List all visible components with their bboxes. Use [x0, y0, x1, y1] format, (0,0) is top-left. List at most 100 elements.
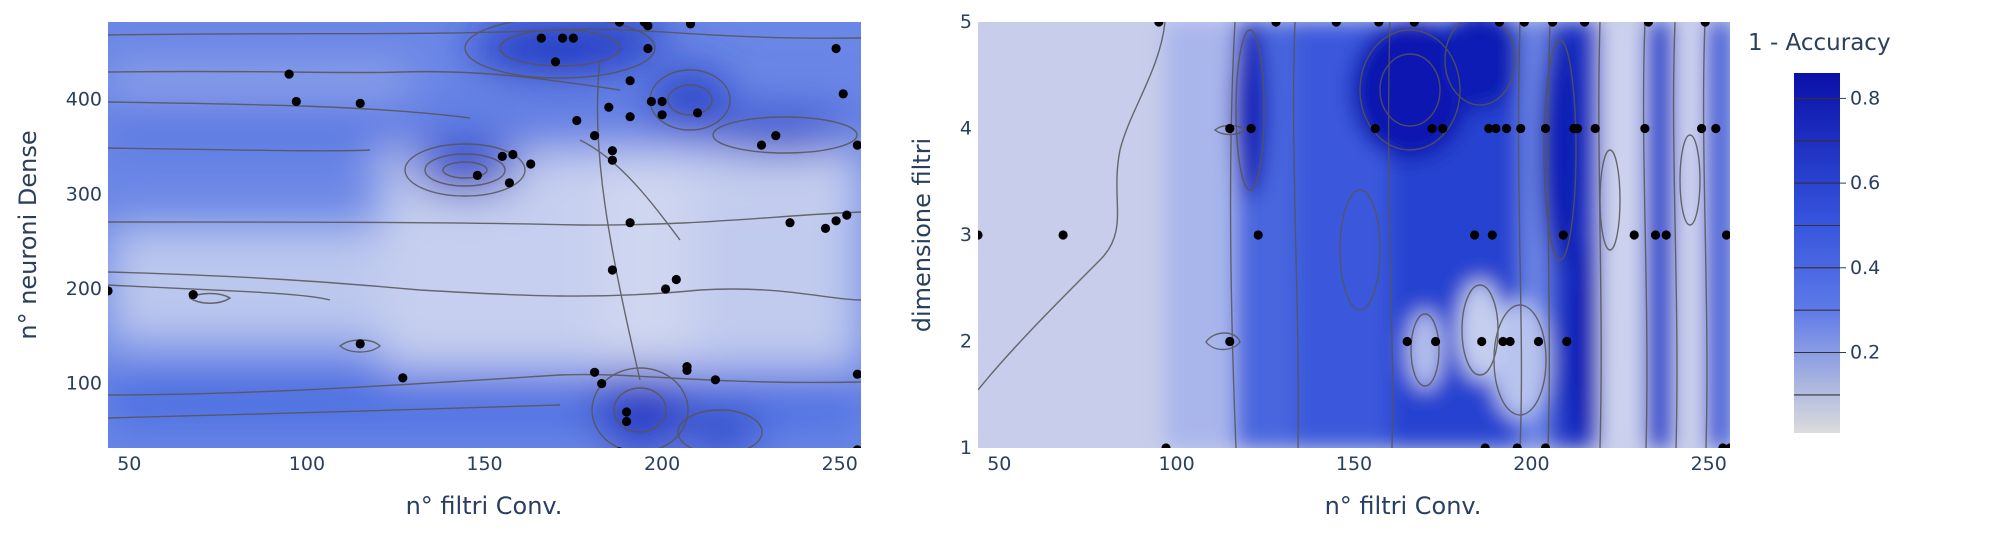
right-data-point	[1154, 22, 1164, 27]
left-data-point	[536, 33, 546, 43]
right-data-point	[1225, 123, 1235, 134]
right-contour-lines	[978, 22, 1708, 448]
right-data-point	[1246, 123, 1256, 134]
right-data-point	[1438, 123, 1448, 134]
right-data-point	[1431, 336, 1441, 347]
right-data-point	[1484, 123, 1494, 134]
left-data-point	[693, 108, 703, 118]
right-y-tick-label: 1	[960, 437, 972, 459]
right-data-point	[1721, 230, 1730, 240]
left-data-point	[771, 131, 781, 141]
left-data-point	[497, 151, 507, 161]
right-data-point	[1271, 22, 1281, 27]
left-data-point	[685, 22, 696, 29]
right-data-point	[1661, 230, 1671, 240]
left-data-point	[558, 33, 568, 43]
left-contour-lines	[108, 22, 861, 448]
left-scatter-points	[108, 22, 861, 448]
right-data-point	[1629, 230, 1639, 240]
left-data-point	[625, 218, 635, 228]
left-data-point	[614, 22, 625, 27]
right-data-point	[1477, 336, 1487, 347]
left-data-point	[852, 140, 861, 150]
left-y-tick-label: 100	[66, 373, 102, 395]
colorbar-tick-label: 0.8	[1850, 87, 1880, 109]
left-data-point	[820, 223, 831, 233]
left-data-point	[661, 284, 671, 294]
left-data-point	[657, 96, 667, 107]
left-data-point	[853, 445, 861, 448]
left-data-point	[590, 131, 600, 141]
left-data-point	[625, 76, 635, 86]
right-data-point	[1533, 336, 1544, 347]
right-x-tick-label: 200	[1513, 453, 1549, 475]
colorbar: 1 - Accuracy 0.2 0.4 0.6 0.8	[1748, 30, 1891, 433]
right-data-point	[1580, 22, 1590, 27]
right-data-point	[1370, 123, 1380, 134]
left-data-point	[472, 170, 482, 180]
right-data-point	[1540, 123, 1551, 134]
left-data-point	[657, 110, 667, 120]
colorbar-ticks: 0.2 0.4 0.6 0.8	[1840, 87, 1880, 364]
right-data-point	[1409, 22, 1419, 27]
left-data-point	[852, 369, 861, 379]
left-data-point	[508, 149, 518, 160]
right-data-point	[1516, 123, 1526, 134]
right-data-point	[1501, 123, 1512, 134]
left-x-axis-title: n° filtri Conv.	[406, 492, 563, 520]
right-x-tick-label: 150	[1336, 453, 1372, 475]
left-data-point	[526, 159, 536, 169]
left-data-point	[607, 265, 618, 275]
left-data-point	[284, 69, 294, 79]
left-data-point	[597, 379, 607, 389]
right-data-point	[1331, 22, 1341, 27]
right-y-axis-title: dimensione filtri	[908, 138, 936, 332]
left-data-point	[671, 274, 681, 285]
right-data-point	[1558, 230, 1568, 240]
right-data-point	[1548, 22, 1558, 27]
right-data-point	[1718, 443, 1728, 448]
right-x-tick-label: 250	[1691, 453, 1727, 475]
right-y-tick-label: 4	[960, 118, 972, 140]
left-contour-field	[108, 22, 861, 448]
left-data-point	[842, 210, 852, 220]
left-data-point	[831, 216, 841, 226]
left-y-tick-label: 300	[66, 183, 102, 205]
left-x-tick-label: 50	[117, 453, 141, 475]
left-data-point	[625, 112, 635, 122]
left-data-point	[622, 407, 632, 417]
right-data-point	[1725, 443, 1730, 448]
colorbar-gradient	[1794, 73, 1840, 433]
colorbar-levels	[1794, 97, 1840, 396]
right-data-point	[978, 230, 983, 240]
right-data-point	[1512, 443, 1522, 448]
left-data-point	[291, 96, 301, 107]
left-data-point	[607, 155, 618, 165]
right-plot: 50 100 150 200 250 1 2 3 4 5 n° filtri Conv. dime…	[908, 11, 1730, 520]
left-data-point	[756, 140, 767, 150]
left-data-point	[622, 416, 632, 427]
right-x-tick-label: 50	[987, 453, 1011, 475]
left-data-point	[643, 43, 653, 54]
right-data-point	[1225, 336, 1235, 347]
left-data-point	[646, 96, 657, 107]
right-data-point	[1487, 230, 1497, 240]
right-data-point	[1498, 336, 1508, 347]
left-data-point	[831, 43, 841, 54]
right-data-point	[1427, 123, 1437, 134]
left-plot: 50 100 150 200 250 100 200 300 400 n° filtri Con…	[14, 22, 861, 520]
left-axis-ticks: 50 100 150 200 250 100 200 300 400	[66, 89, 858, 475]
right-y-tick-label: 2	[960, 331, 972, 353]
colorbar-tick-label: 0.2	[1850, 342, 1880, 364]
right-data-point	[1253, 230, 1263, 240]
left-data-point	[604, 102, 614, 112]
right-data-point	[1491, 123, 1501, 134]
right-data-point	[1402, 336, 1412, 347]
left-data-point	[590, 367, 600, 377]
right-x-tick-label: 100	[1158, 453, 1194, 475]
right-data-point	[1374, 22, 1384, 27]
left-data-point	[355, 98, 365, 108]
left-data-point	[838, 89, 848, 99]
right-contour-field	[978, 22, 1730, 448]
